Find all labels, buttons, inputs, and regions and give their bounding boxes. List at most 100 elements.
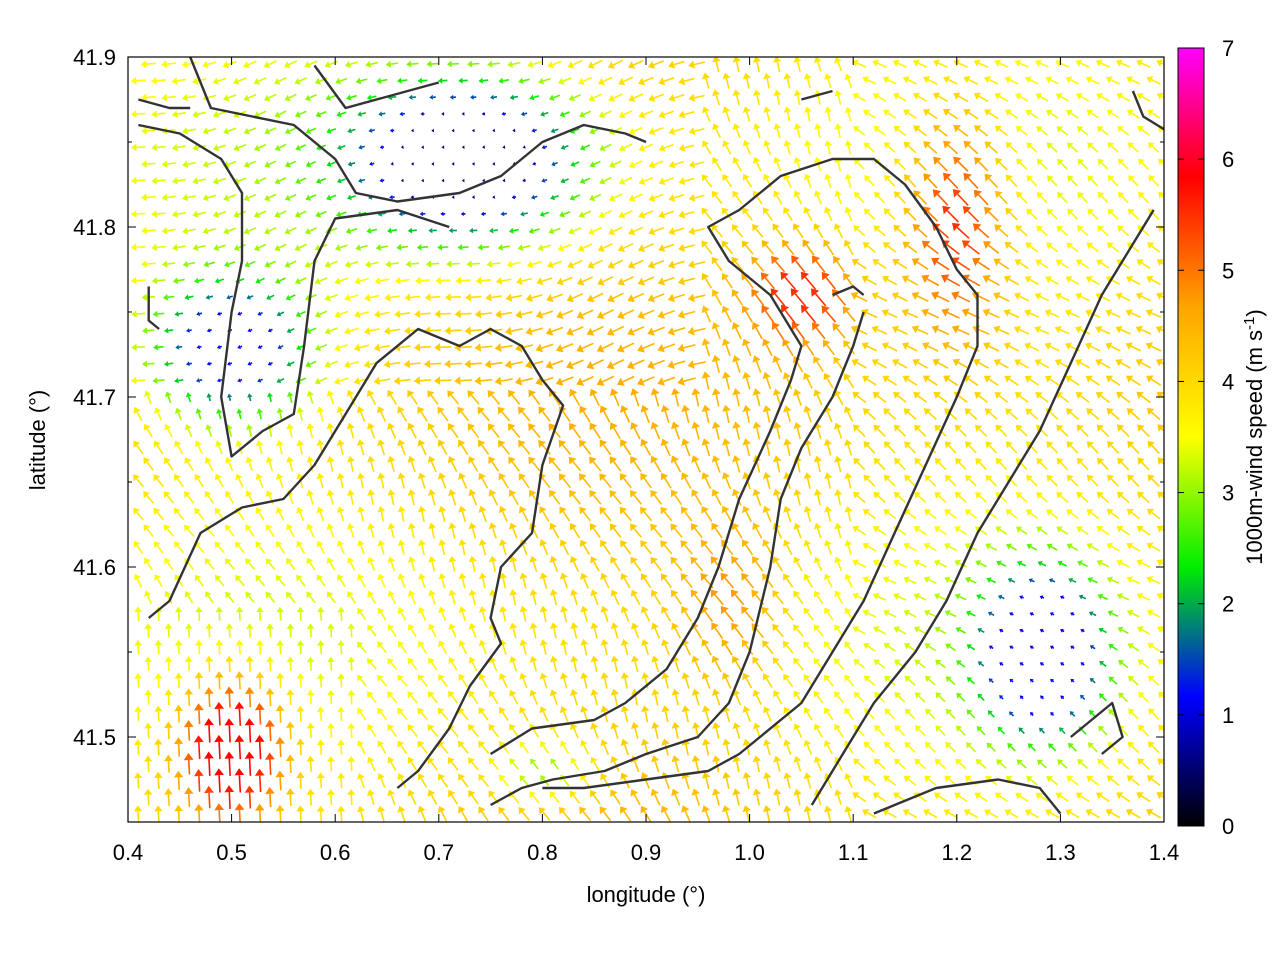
wind-vector — [589, 422, 601, 439]
colorbar-tick-label: 1 — [1222, 703, 1234, 728]
wind-vector — [597, 275, 614, 286]
wind-vector — [1096, 424, 1110, 438]
wind-vector — [722, 738, 731, 756]
wind-vector — [296, 771, 305, 789]
wind-vector — [528, 456, 541, 472]
wind-vector — [651, 755, 660, 773]
wind-vector — [509, 723, 520, 738]
wind-vector — [640, 438, 652, 456]
wind-vector — [904, 741, 916, 753]
wind-vector — [427, 757, 438, 771]
wind-vector — [1146, 408, 1161, 421]
wind-vector — [752, 689, 762, 705]
wind-vector — [275, 804, 285, 822]
wind-vector — [660, 540, 673, 555]
wind-vector — [616, 375, 635, 386]
wind-vector — [586, 325, 604, 336]
wind-vector — [742, 404, 752, 423]
wind-vector — [347, 789, 356, 806]
wind-vector — [1157, 457, 1164, 466]
x-axis-label: longitude (°) — [587, 882, 706, 907]
wind-vector — [234, 768, 245, 793]
wind-vector — [1086, 543, 1099, 552]
wind-vector — [488, 757, 500, 771]
wind-vector — [236, 408, 243, 420]
wind-vector — [164, 689, 173, 706]
wind-vector — [161, 260, 176, 268]
wind-vector — [951, 325, 970, 336]
wind-vector — [327, 722, 335, 738]
wind-vector — [1013, 325, 1030, 335]
wind-vector — [468, 724, 479, 738]
wind-vector — [650, 556, 662, 572]
wind-vector — [296, 606, 305, 621]
wind-vector — [1105, 808, 1121, 819]
wind-vector — [1157, 659, 1164, 666]
wind-vector — [1108, 644, 1118, 651]
wind-vector — [357, 472, 366, 489]
wind-vector — [678, 210, 695, 219]
wind-vector — [966, 677, 976, 685]
wind-vector — [1076, 424, 1089, 437]
wind-vector — [893, 424, 907, 437]
wind-vector — [384, 293, 400, 302]
wind-vector — [952, 189, 969, 206]
wind-vector — [172, 243, 186, 252]
wind-vector — [1026, 776, 1038, 786]
wind-vector — [596, 375, 615, 386]
wind-vector — [196, 344, 202, 350]
wind-vector — [773, 755, 782, 772]
wind-vector — [144, 390, 152, 405]
wind-vector — [720, 572, 735, 589]
wind-vector — [1040, 695, 1044, 700]
wind-vector — [882, 809, 897, 819]
wind-vector — [993, 258, 1010, 270]
wind-vector — [741, 572, 755, 589]
wind-vector — [782, 239, 795, 256]
wind-vector — [567, 259, 583, 269]
wind-vector — [214, 671, 224, 690]
wind-vector — [225, 456, 234, 472]
wind-vector — [1085, 276, 1100, 286]
wind-vector — [154, 639, 163, 655]
wind-vector — [467, 423, 480, 439]
wind-vector — [863, 208, 876, 220]
wind-vector — [365, 260, 379, 268]
wind-vector — [1005, 441, 1018, 454]
wind-vector — [509, 589, 518, 606]
wind-vector — [457, 740, 469, 754]
wind-vector — [1055, 792, 1069, 802]
wind-vector — [627, 325, 645, 336]
wind-vector — [275, 473, 284, 489]
wind-vector — [844, 674, 855, 687]
wind-vector — [610, 789, 621, 805]
wind-vector — [1106, 576, 1120, 584]
wind-vector — [813, 723, 823, 738]
wind-vector — [671, 489, 683, 506]
wind-vector — [647, 359, 665, 370]
wind-vector — [973, 358, 989, 369]
wind-vector — [984, 408, 998, 420]
wind-vector — [131, 343, 145, 351]
wind-vector — [410, 195, 415, 200]
wind-vector — [824, 472, 833, 489]
wind-vector — [274, 210, 287, 218]
wind-vector — [803, 607, 814, 621]
wind-vector — [823, 805, 833, 822]
wind-vector — [872, 259, 887, 270]
wind-vector — [1147, 642, 1161, 652]
wind-vector — [1108, 676, 1118, 685]
wind-vector — [548, 227, 561, 235]
wind-vector — [691, 755, 701, 773]
wind-vector — [620, 705, 630, 723]
wind-vector — [205, 591, 214, 604]
wind-vector — [265, 591, 276, 603]
wind-vector — [517, 244, 531, 251]
wind-vector — [133, 772, 143, 789]
wind-vector — [882, 242, 897, 253]
wind-vector — [363, 327, 380, 335]
wind-vector — [345, 227, 358, 235]
wind-vector — [630, 556, 642, 572]
wind-vector — [275, 736, 285, 758]
wind-vector — [1137, 659, 1150, 669]
